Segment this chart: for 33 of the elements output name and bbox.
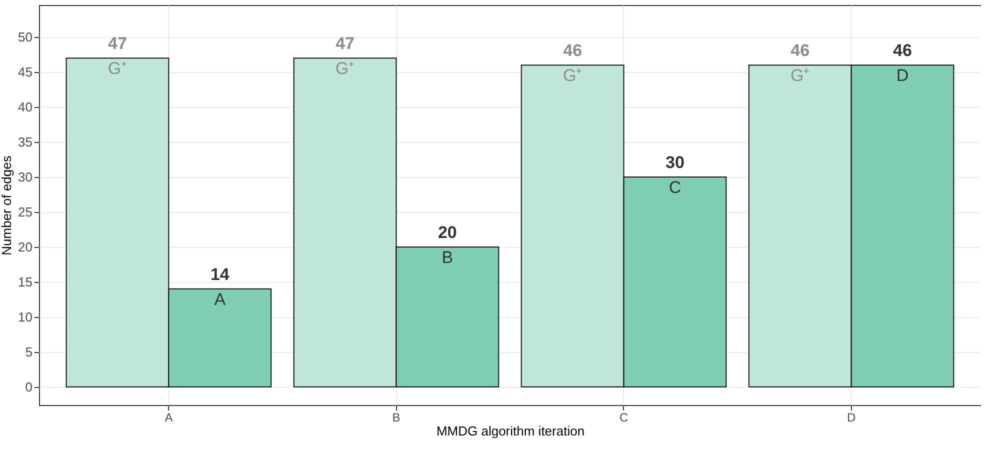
text: G⁺ xyxy=(335,59,355,78)
y-tick-label: 0 xyxy=(25,379,32,394)
data-label: 20 xyxy=(438,222,457,242)
x-tick-label: B xyxy=(392,410,400,424)
data-label: 47 xyxy=(336,34,354,54)
x-tick-label: A xyxy=(164,410,173,424)
text: G⁺ xyxy=(790,66,810,86)
annotation: B xyxy=(442,248,454,267)
annotation: C xyxy=(668,178,682,198)
data-label: 30 xyxy=(666,153,684,172)
x-tick-label: C xyxy=(619,410,628,424)
y-tick-label: 30 xyxy=(18,170,32,185)
y-tick-label: 20 xyxy=(18,239,32,254)
y-tick-label: 45 xyxy=(18,64,32,80)
y-tick-label: 10 xyxy=(18,309,32,324)
series-label: G⁺ xyxy=(108,59,128,78)
y-axis-title: Number of edges xyxy=(0,155,14,256)
y-tick-label: 40 xyxy=(18,100,32,115)
x-axis-title: MMDG algorithm iteration xyxy=(436,424,585,438)
annotation: A xyxy=(214,290,226,309)
y-tick-label: 5 xyxy=(25,344,32,360)
data-label: 46 xyxy=(893,41,912,60)
data-label: 47 xyxy=(108,34,127,54)
y-tick-label: 25 xyxy=(18,204,32,220)
data-label: 46 xyxy=(563,41,582,60)
data-label: 46 xyxy=(790,41,810,60)
y-tick-label: 35 xyxy=(18,134,32,150)
y-tick-label: 50 xyxy=(18,30,32,45)
x-tick-label: D xyxy=(846,410,856,424)
text: G⁺ xyxy=(562,66,582,86)
y-tick-label: 15 xyxy=(18,274,32,290)
annotation: D xyxy=(896,66,909,86)
data-label: 14 xyxy=(210,264,230,284)
